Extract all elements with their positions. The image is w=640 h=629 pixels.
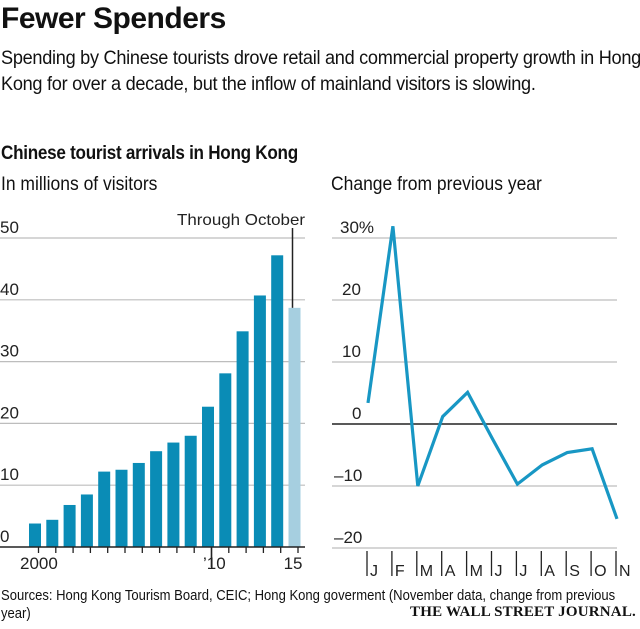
x-tick-label: M xyxy=(420,563,433,580)
bar-2001 xyxy=(46,519,59,547)
y-tick-label: –10 xyxy=(334,466,362,485)
bar-2003 xyxy=(80,494,93,547)
bar-2008 xyxy=(167,442,180,547)
bar-2015 xyxy=(288,307,301,547)
y-tick-label: 20 xyxy=(0,403,19,422)
x-tick-label: ’10 xyxy=(203,554,226,573)
bar-2002 xyxy=(63,504,76,547)
bar-chart-unit-label: In millions of visitors xyxy=(1,174,158,195)
bar-2004 xyxy=(98,471,111,547)
bar-2000 xyxy=(29,523,41,547)
bar-2006 xyxy=(132,462,145,547)
x-tick-label: N xyxy=(619,563,631,580)
y-tick-label: 30 xyxy=(0,342,19,361)
chart-title: Chinese tourist arrivals in Hong Kong xyxy=(1,143,298,164)
bar-2010 xyxy=(202,406,214,547)
y-tick-label: 0 xyxy=(0,527,9,546)
y-tick-label: 40 xyxy=(0,280,19,299)
y-tick-label: 10 xyxy=(0,465,19,484)
x-tick-label: M xyxy=(470,563,483,580)
publisher-logo: THE WALL STREET JOURNAL. xyxy=(410,604,636,620)
y-tick-label: 20 xyxy=(342,280,361,299)
bar-2013 xyxy=(253,295,266,547)
bar-chart: 0 10 20 30 40 50 2000 ’10 15 Through October xyxy=(0,212,306,573)
series-line xyxy=(366,225,619,520)
bar-2014 xyxy=(271,255,284,547)
bar-2011 xyxy=(219,373,232,547)
line-chart-unit-label: Change from previous year xyxy=(331,174,542,195)
chart-headline: Fewer Spenders xyxy=(1,2,226,35)
source-note: Sources: Hong Kong Tourism Board, CEIC; … xyxy=(1,588,616,622)
y-tick-label: 30% xyxy=(340,218,374,237)
charts-canvas: 0 10 20 30 40 50 2000 ’10 15 Through October –20… xyxy=(0,212,631,580)
x-tick-label: F xyxy=(395,563,405,580)
bar-2012 xyxy=(236,331,249,547)
x-tick-label: J xyxy=(519,563,527,580)
x-tick-label: J xyxy=(495,563,503,580)
bar-2005 xyxy=(115,469,128,547)
y-tick-label: –20 xyxy=(334,528,362,547)
chart-subtitle: Spending by Chinese tourists drove retai… xyxy=(1,47,640,95)
bar-2007 xyxy=(150,451,163,547)
x-tick-label: J xyxy=(370,563,378,580)
y-tick-label: 50 xyxy=(0,218,19,237)
x-tick-label: S xyxy=(569,563,580,580)
x-tick-label: A xyxy=(544,563,555,580)
bar-2009 xyxy=(184,435,197,547)
annotation-label: Through October xyxy=(177,212,306,229)
x-tick-label: 2000 xyxy=(20,554,58,573)
y-tick-label: 0 xyxy=(352,404,361,423)
x-tick-label: 15 xyxy=(284,554,303,573)
y-tick-label: 10 xyxy=(342,342,361,361)
x-tick-label: A xyxy=(445,563,456,580)
x-tick-label: O xyxy=(594,563,606,580)
